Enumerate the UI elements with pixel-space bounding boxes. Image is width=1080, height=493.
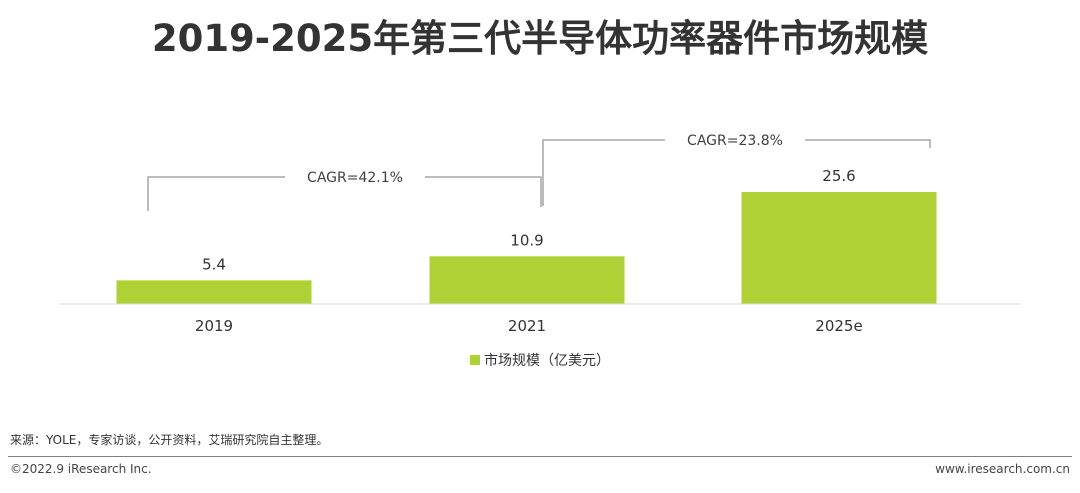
cagr-brackets: CAGR=42.1% CAGR=23.8% [147, 133, 931, 211]
footer-divider [8, 456, 1072, 457]
legend-swatch [470, 355, 480, 365]
data-label-2021: 10.9 [510, 231, 543, 249]
data-label-2019: 5.4 [202, 255, 226, 273]
cagr-bracket-2 [542, 139, 931, 206]
labels: 5.4 2019 10.9 2021 25.6 2025e [195, 167, 863, 335]
bars [116, 192, 937, 304]
cagr-bracket-1 [147, 176, 542, 211]
cagr-label-2: CAGR=23.8% [687, 133, 783, 149]
bar-2025e [741, 192, 937, 304]
chart-title: 2019-2025年第三代半导体功率器件市场规模 [151, 17, 929, 60]
data-label-2025e: 25.6 [822, 167, 855, 185]
footer-copyright: ©2022.9 iResearch Inc. [10, 462, 152, 476]
x-tick-label-2019: 2019 [195, 317, 233, 335]
legend-label: 市场规模（亿美元） [484, 353, 610, 369]
source-note: 来源：YOLE，专家访谈，公开资料，艾瑞研究院自主整理。 [10, 433, 329, 447]
bar-2021 [429, 256, 625, 304]
bar-2019 [116, 280, 312, 304]
footer-website: www.iresearch.com.cn [935, 462, 1070, 476]
legend: 市场规模（亿美元） [0, 350, 1080, 370]
cagr-label-1: CAGR=42.1% [307, 170, 403, 186]
x-tick-label-2021: 2021 [508, 317, 546, 335]
x-tick-label-2025e: 2025e [815, 317, 862, 335]
